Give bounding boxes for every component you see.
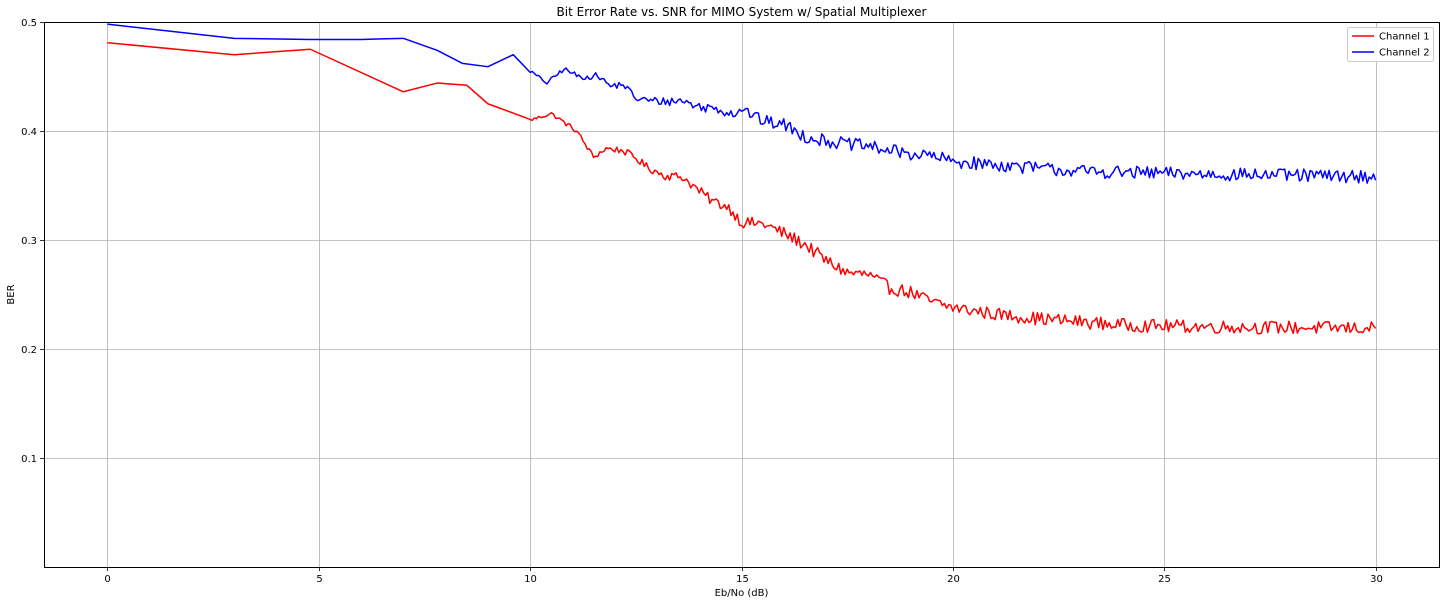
x-tick-label: 25: [1158, 574, 1171, 585]
x-axis-ticks: 0 5 10 15 20 25 30: [104, 567, 1383, 585]
legend-label-channel-1: Channel 1: [1379, 32, 1430, 43]
legend-label-channel-2: Channel 2: [1379, 48, 1430, 59]
y-tick-label: 0.1: [21, 454, 37, 465]
x-tick-label: 10: [524, 574, 537, 585]
x-tick-label: 5: [316, 574, 322, 585]
x-tick-label: 30: [1370, 574, 1383, 585]
y-tick-label: 0.3: [21, 236, 37, 247]
y-tick-label: 0.2: [21, 345, 37, 356]
series-line-channel-2: [107, 23, 1377, 184]
chart-title: Bit Error Rate vs. SNR for MIMO System w…: [557, 5, 927, 19]
series-line-channel-1: [107, 41, 1377, 335]
y-axis-ticks: 0.1 0.2 0.3 0.4 0.5: [21, 18, 44, 465]
y-tick-label: 0.5: [21, 18, 37, 29]
x-tick-label: 20: [947, 574, 960, 585]
legend: Channel 1 Channel 2: [1347, 27, 1434, 62]
series-lines: [107, 23, 1377, 335]
y-tick-label: 0.4: [21, 127, 37, 138]
x-axis-label: Eb/No (dB): [715, 588, 769, 599]
x-tick-label: 0: [104, 574, 110, 585]
plot-frame: [44, 22, 1440, 568]
y-axis-label: BER: [6, 284, 17, 304]
x-tick-label: 15: [736, 574, 749, 585]
